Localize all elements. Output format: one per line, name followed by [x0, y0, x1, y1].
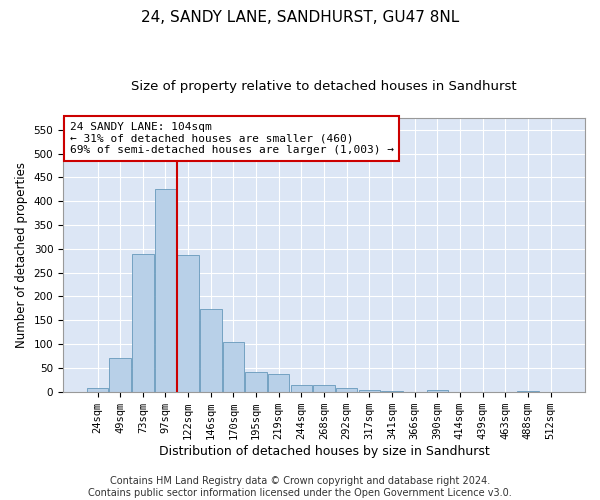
Bar: [200, 310, 221, 392]
Bar: [381, 391, 403, 392]
Bar: [290, 384, 312, 392]
Text: 24 SANDY LANE: 104sqm
← 31% of detached houses are smaller (460)
69% of semi-det: 24 SANDY LANE: 104sqm ← 31% of detached …: [70, 122, 394, 155]
Bar: [223, 342, 244, 392]
Text: 24, SANDY LANE, SANDHURST, GU47 8NL: 24, SANDY LANE, SANDHURST, GU47 8NL: [141, 10, 459, 25]
Bar: [245, 372, 267, 392]
Title: Size of property relative to detached houses in Sandhurst: Size of property relative to detached ho…: [131, 80, 517, 93]
Y-axis label: Number of detached properties: Number of detached properties: [15, 162, 28, 348]
Bar: [336, 388, 358, 392]
Bar: [109, 358, 131, 392]
X-axis label: Distribution of detached houses by size in Sandhurst: Distribution of detached houses by size …: [158, 444, 490, 458]
Bar: [178, 255, 199, 392]
Bar: [359, 390, 380, 392]
Bar: [132, 254, 154, 392]
Bar: [427, 390, 448, 392]
Bar: [87, 388, 108, 392]
Bar: [155, 189, 176, 392]
Text: Contains HM Land Registry data © Crown copyright and database right 2024.
Contai: Contains HM Land Registry data © Crown c…: [88, 476, 512, 498]
Bar: [268, 374, 289, 392]
Bar: [517, 391, 539, 392]
Bar: [313, 384, 335, 392]
